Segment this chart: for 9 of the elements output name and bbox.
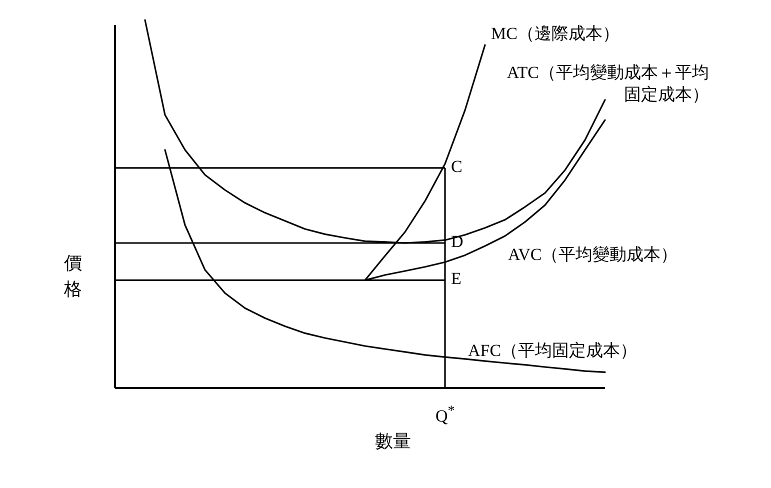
series-label: ATC（平均變動成本＋平均固定成本） [506,62,709,106]
ref-line-label: E [451,268,462,290]
text: Q$^{*}$ [436,402,455,428]
y-axis-title: 價格 [64,252,82,301]
x-axis-title: 數量 [375,430,411,452]
series-label: MC（邊際成本） [491,23,620,46]
ref-line-label: C [451,156,462,178]
series-label: AFC（平均固定成本） [468,340,638,362]
series-label: AVC（平均變動成本） [508,244,678,266]
